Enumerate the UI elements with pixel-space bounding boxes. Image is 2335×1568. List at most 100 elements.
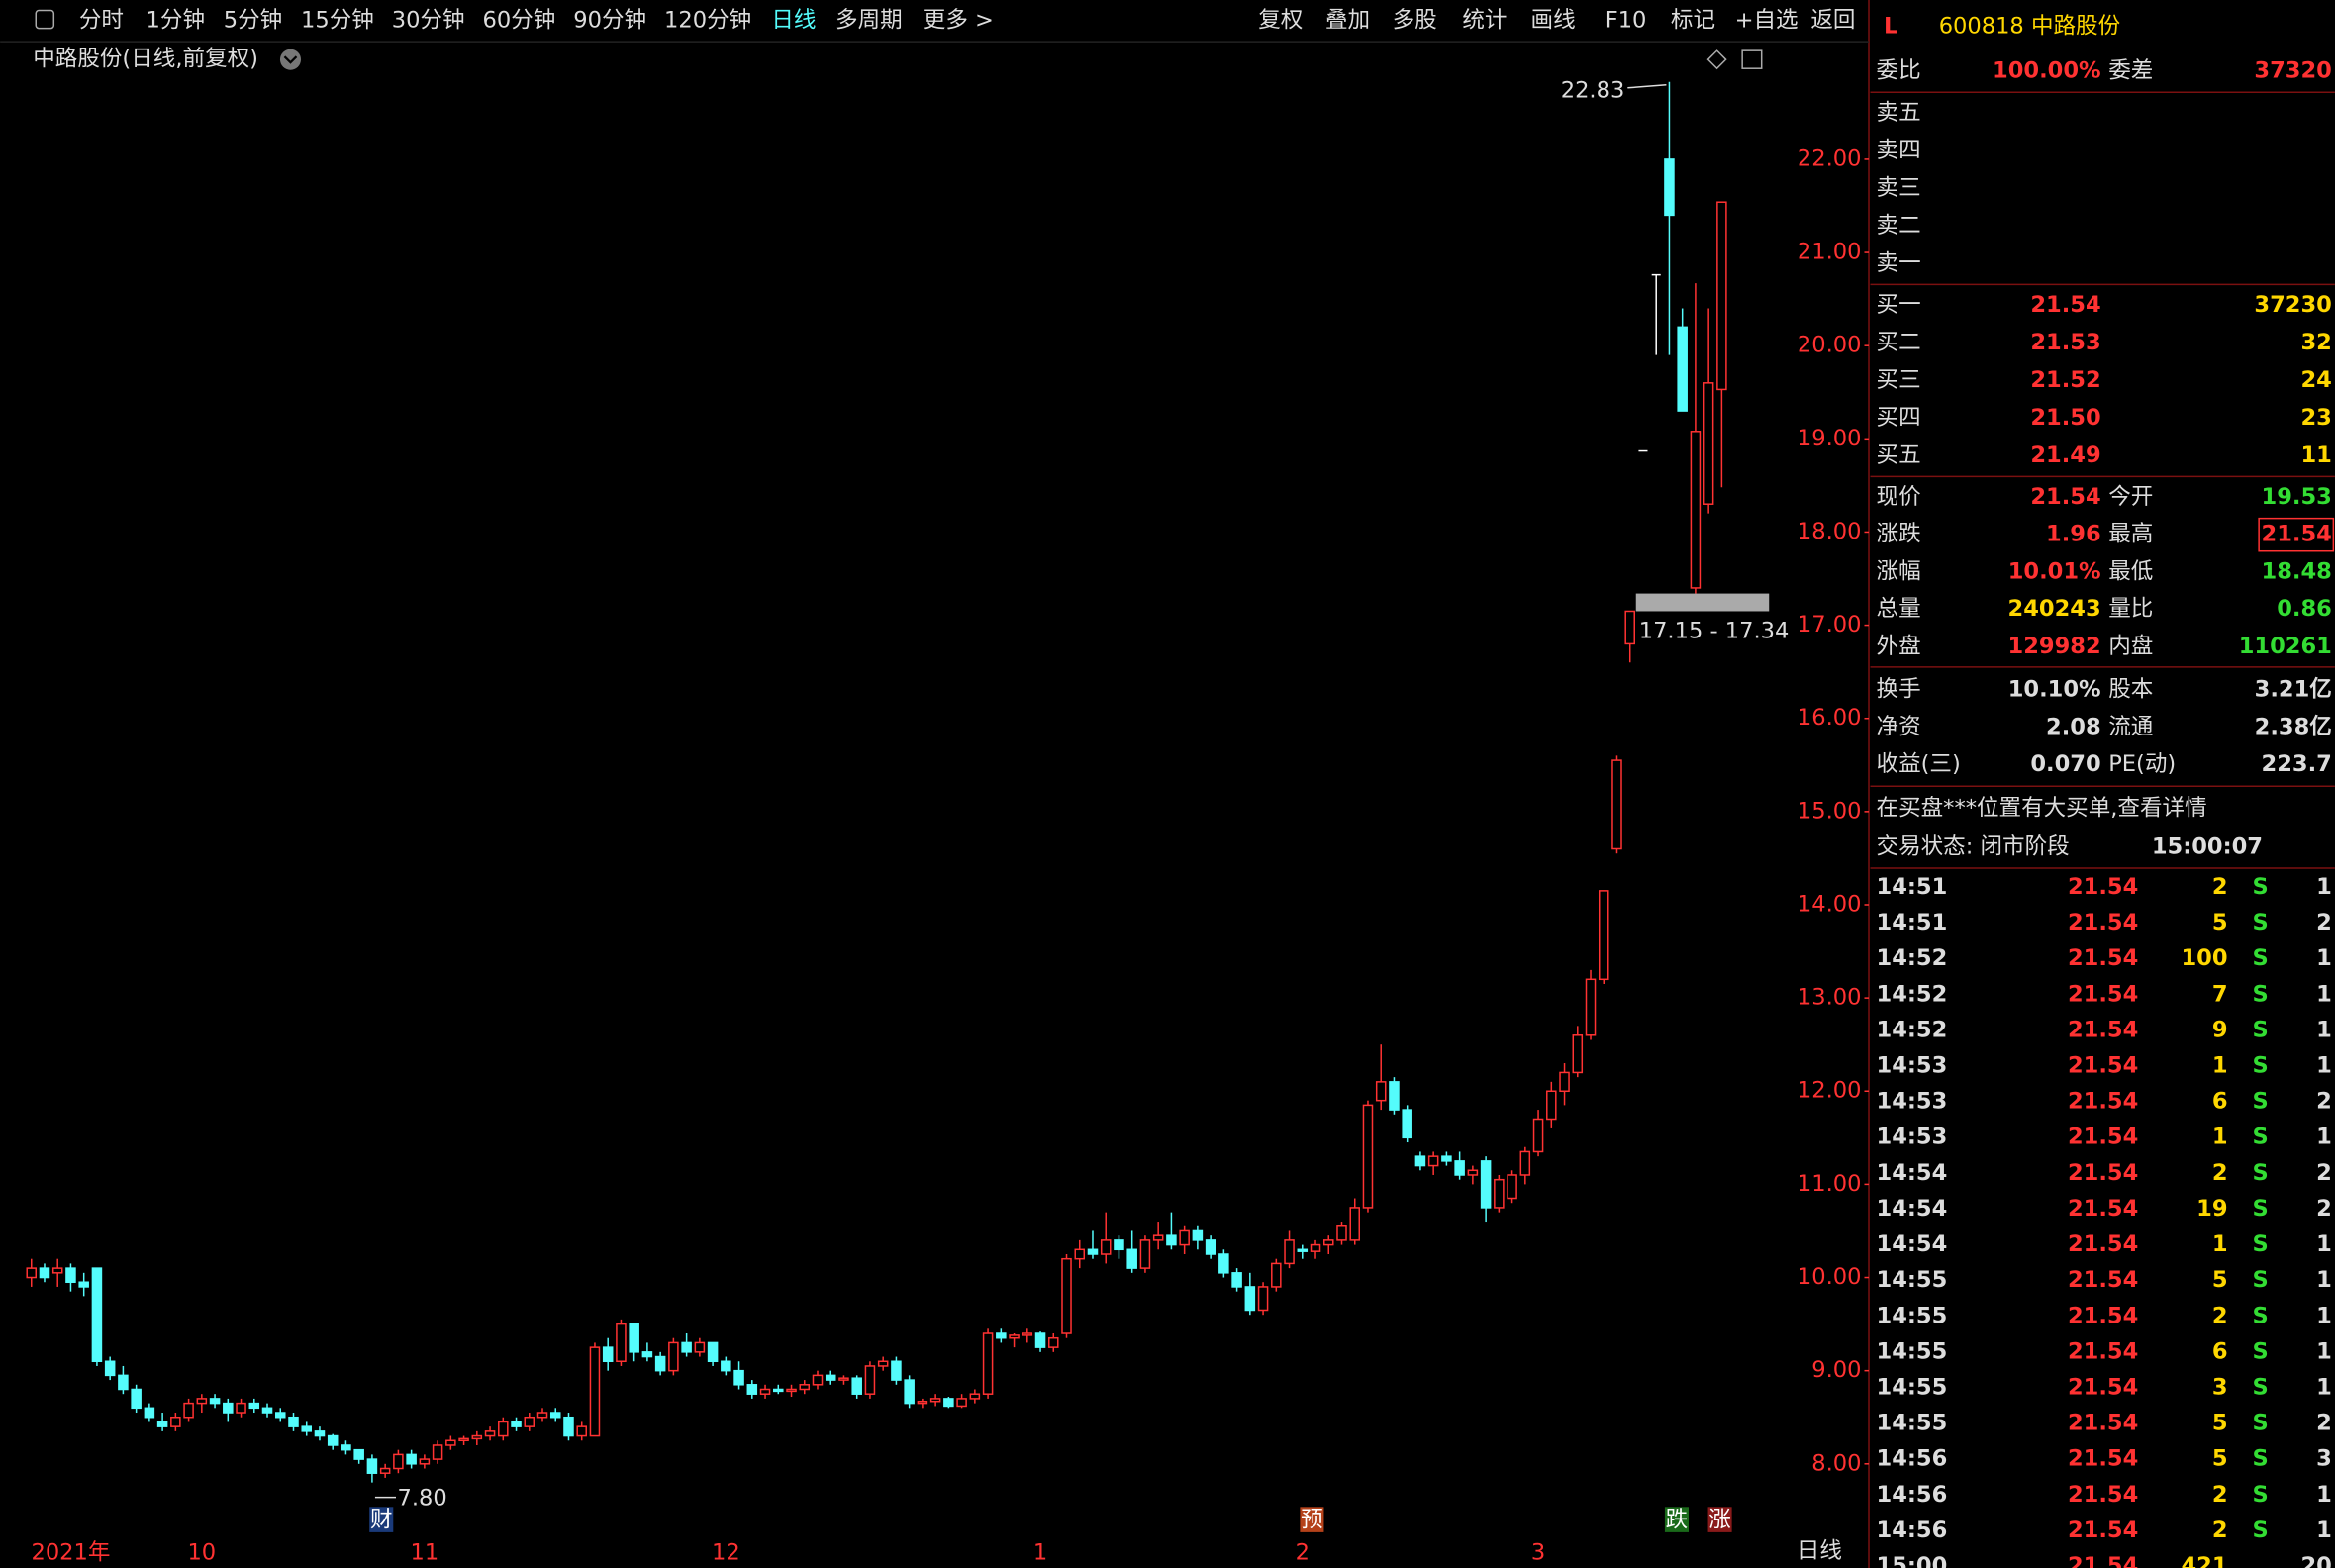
stat-label: 涨幅 <box>1877 558 1921 584</box>
candle-body <box>733 1369 744 1386</box>
candle-body <box>1087 1248 1099 1255</box>
tick-cell: 100 <box>2181 945 2227 971</box>
draw-icon[interactable] <box>1706 49 1727 70</box>
tool-button[interactable]: 画线 <box>1531 8 1576 34</box>
high-box <box>2258 517 2335 552</box>
title-dropdown[interactable] <box>279 49 302 70</box>
candle-body <box>156 1421 168 1427</box>
x-tick-label: 10 <box>187 1539 216 1565</box>
high-annotation: 22.83 <box>1561 77 1625 103</box>
ask-label: 卖四 <box>1877 138 1921 163</box>
tick-cell: 14:52 <box>1877 1017 1948 1042</box>
bid-label: 买二 <box>1877 330 1921 355</box>
tool-button[interactable]: 标记 <box>1671 8 1715 34</box>
candle-body <box>353 1448 364 1460</box>
candle-body <box>1559 1071 1570 1093</box>
tick-cell: S <box>2253 1267 2269 1293</box>
tick-cell: 1 <box>2316 1482 2332 1508</box>
period-tab[interactable]: 分时 <box>79 8 124 34</box>
tick-cell: 14:55 <box>1877 1374 1948 1400</box>
candle-body <box>891 1360 902 1381</box>
period-tab[interactable]: 更多 > <box>924 8 994 34</box>
tick-cell: 421 <box>2181 1553 2227 1568</box>
event-badge[interactable] <box>1707 1507 1732 1532</box>
candle-body <box>1271 1262 1282 1288</box>
candle-body <box>576 1425 587 1437</box>
period-tab[interactable]: 日线 <box>771 8 816 34</box>
tick-cell: 2 <box>2212 1518 2228 1543</box>
tick-cell: 1 <box>2316 874 2332 900</box>
event-badge[interactable] <box>1664 1507 1689 1532</box>
stat-value: 21.54 <box>2262 522 2332 547</box>
tool-button[interactable]: F10 <box>1605 8 1647 34</box>
candle-body <box>1297 1248 1309 1252</box>
period-tab[interactable]: 1分钟 <box>146 8 205 34</box>
tick-cell: 2 <box>2212 1303 2228 1328</box>
tick-cell: 2 <box>2316 910 2332 935</box>
tick-cell: 15:00 <box>1877 1553 1948 1568</box>
candle-body <box>1480 1160 1492 1209</box>
tick-cell: 1 <box>2212 1053 2228 1079</box>
notice[interactable]: 在买盘***位置有大买单,查看详情 <box>1877 795 2207 821</box>
candle-body <box>759 1388 771 1395</box>
candle-body <box>1454 1160 1465 1176</box>
tick-cell: 14:54 <box>1877 1196 1948 1222</box>
candle-body <box>1519 1150 1531 1176</box>
x-tick-label: 3 <box>1531 1539 1545 1565</box>
tool-button[interactable]: 返回 <box>1810 8 1855 34</box>
tick-cell: 21.54 <box>2068 1053 2138 1079</box>
tick-cell: S <box>2253 981 2269 1007</box>
period-tab[interactable]: 5分钟 <box>224 8 282 34</box>
tick-cell: S <box>2253 1303 2269 1328</box>
candle-body <box>904 1379 915 1405</box>
candle-body <box>589 1346 601 1437</box>
period-tab[interactable]: 30分钟 <box>392 8 465 34</box>
stat-label: 最低 <box>2108 558 2153 584</box>
candle-body <box>1074 1248 1086 1260</box>
tool-button[interactable]: 叠加 <box>1325 8 1370 34</box>
status-time: 15:00:07 <box>2152 833 2263 859</box>
stat-label: 涨跌 <box>1877 522 1921 547</box>
candle-body <box>1022 1332 1033 1336</box>
stat-value: 0.070 <box>2030 751 2100 777</box>
layout-icon[interactable] <box>35 9 55 30</box>
candle-body <box>379 1467 391 1474</box>
candle-body <box>524 1416 535 1427</box>
stat-value: 129982 <box>2008 634 2101 659</box>
panel-toggle-icon[interactable] <box>1741 49 1763 69</box>
period-tab[interactable]: 15分钟 <box>301 8 374 34</box>
tool-button[interactable]: 统计 <box>1462 8 1507 34</box>
candle-body <box>956 1398 967 1408</box>
candle-body <box>864 1365 876 1395</box>
ask-label: 卖一 <box>1877 250 1921 276</box>
tick-cell: 1 <box>2316 1518 2332 1543</box>
tick-cell: 1 <box>2212 1231 2228 1257</box>
tick-cell: 1 <box>2316 1125 2332 1150</box>
tick-cell: 21.54 <box>2068 1303 2138 1328</box>
candle-body <box>419 1458 431 1465</box>
period-tab[interactable]: 120分钟 <box>664 8 751 34</box>
candle-body <box>1205 1239 1216 1255</box>
period-tab[interactable]: 多周期 <box>835 8 903 34</box>
tool-button[interactable]: 复权 <box>1258 8 1303 34</box>
tool-button[interactable]: 多股 <box>1393 8 1437 34</box>
candle-body <box>471 1434 483 1440</box>
event-badge[interactable] <box>369 1507 394 1532</box>
tick-cell: S <box>2253 1482 2269 1508</box>
period-tab[interactable]: 90分钟 <box>573 8 646 34</box>
candle-body <box>458 1437 469 1442</box>
candle-body <box>366 1458 378 1474</box>
tick-cell: 9 <box>2212 1017 2228 1042</box>
y-tick-label: 20.00 <box>1798 333 1862 358</box>
event-badge[interactable] <box>1300 1507 1324 1532</box>
candle-body <box>681 1341 692 1353</box>
stat-label: 换手 <box>1877 677 1921 703</box>
period-tab[interactable]: 60分钟 <box>483 8 556 34</box>
tick-cell: 21.54 <box>2068 1231 2138 1257</box>
tool-button[interactable]: +自选 <box>1735 8 1799 34</box>
stat-label: 内盘 <box>2108 634 2153 659</box>
bid-label: 买一 <box>1877 292 1921 318</box>
candle-body <box>838 1377 849 1381</box>
ask-label: 卖二 <box>1877 213 1921 239</box>
